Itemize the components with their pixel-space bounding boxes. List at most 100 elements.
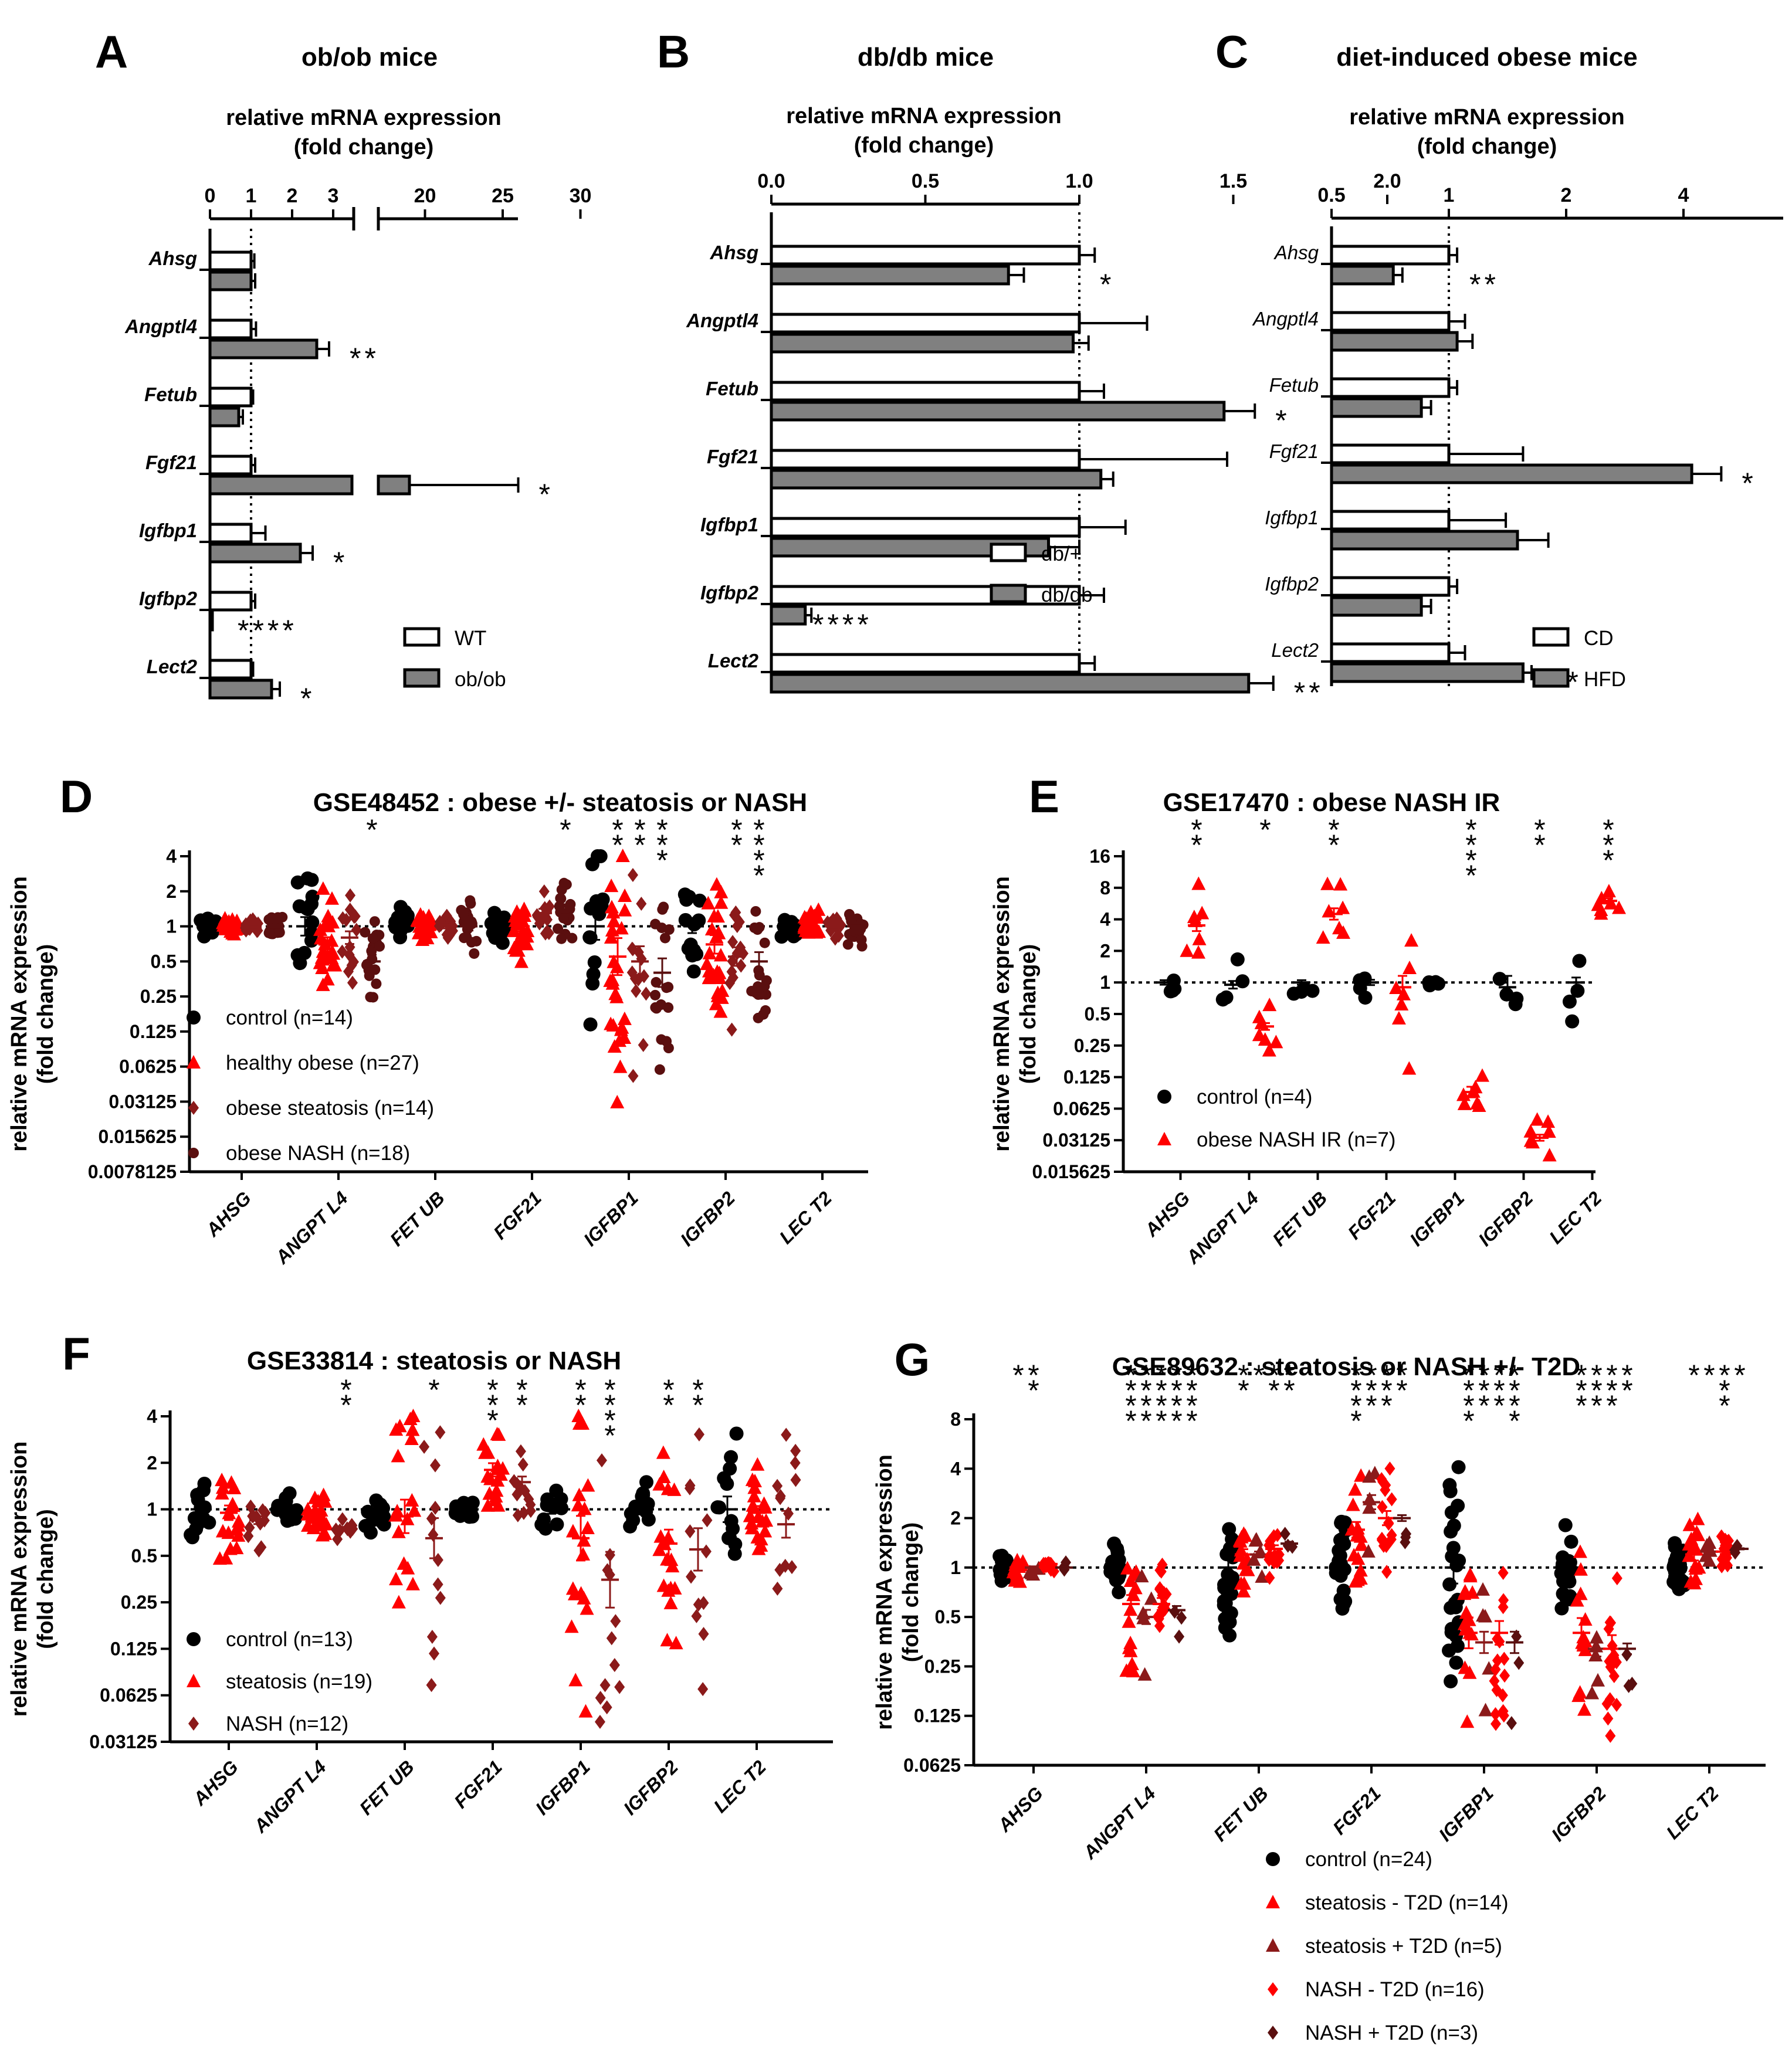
panel-g-y-tick-label: 1	[950, 1557, 961, 1578]
panel-c-gene-label: Lect2	[1271, 639, 1319, 661]
panel-f-point-triangle	[407, 1503, 422, 1517]
panel-a-bar-wt	[208, 455, 253, 476]
panel-g-significance-stars: ****	[1156, 1359, 1167, 1437]
panel-g-point-triangle	[1008, 1573, 1022, 1587]
panel-f-point-circle	[358, 1519, 373, 1534]
panel-d-point-circle	[388, 917, 403, 932]
panel-e-y-tick-label: 0.015625	[1032, 1161, 1110, 1182]
panel-g-legend-marker	[1268, 1982, 1278, 1996]
panel-f-point-triangle	[406, 1409, 421, 1422]
panel-f-point-triangle	[318, 1526, 333, 1540]
panel-a-x-tick-label: 25	[492, 185, 514, 207]
panel-g-point-diamond	[1605, 1660, 1616, 1674]
panel-g-point-triangle	[1591, 1673, 1605, 1687]
panel-d-point-diamond	[337, 944, 348, 959]
panel-g-point-circle	[1333, 1533, 1348, 1548]
panel-g-point-diamond	[1381, 1539, 1392, 1554]
panel-e-y-axis-title-line1: relative mRNA expression	[990, 876, 1014, 1152]
panel-f-point-triangle	[575, 1416, 590, 1430]
panel-f-point-triangle	[572, 1487, 587, 1501]
panel-f-point-triangle	[480, 1469, 495, 1483]
panel-e-y-tick-label: 0.125	[1063, 1067, 1110, 1088]
panel-g-letter: G	[895, 1334, 930, 1385]
panel-d-point-dot	[759, 981, 770, 992]
panel-f-point-diamond	[426, 1678, 437, 1693]
panel-g-y-tick-label: 0.125	[914, 1705, 961, 1727]
panel-e-y-tick-label: 0.5	[1085, 1003, 1110, 1025]
panel-d-point-dot	[371, 978, 382, 989]
panel-g-point-circle	[1112, 1585, 1126, 1599]
panel-g-point-circle	[1444, 1674, 1458, 1688]
panel-g-point-triangle	[1573, 1544, 1587, 1558]
panel-e-point-circle	[1358, 991, 1373, 1005]
panel-g-point-diamond	[1611, 1571, 1622, 1586]
panel-f-point-diamond	[512, 1508, 523, 1522]
panel-c-bar-cd	[1330, 576, 1451, 597]
panel-d-point-dot	[369, 916, 380, 927]
panel-a-gene-label: Angptl4	[124, 316, 197, 337]
panel-d-point-dot	[365, 992, 376, 1003]
panel-g-point-triangle	[1348, 1482, 1363, 1496]
panel-f-point-diamond	[595, 1691, 606, 1705]
panel-d-point-dot	[759, 937, 770, 948]
panel-c-x-tick-label: 0.5	[1317, 184, 1345, 206]
panel-f-point-diamond	[432, 1577, 443, 1592]
panel-d-significance-stars: ***	[656, 813, 668, 877]
panel-e-significance-stars: **	[1328, 813, 1339, 862]
panel-b-gene-label: Fgf21	[707, 446, 758, 467]
panel-d-legend-label: healthy obese (n=27)	[226, 1052, 419, 1074]
panel-d-point-dot	[556, 933, 567, 944]
panel-g-point-triangle	[1248, 1533, 1263, 1547]
panel-d-point-triangle	[326, 958, 340, 972]
panel-f-point-diamond	[428, 1646, 439, 1661]
panel-a-significance-stars: *	[300, 682, 315, 715]
panel-b-x-tick-label: 0.0	[757, 170, 785, 192]
panel-e-point-triangle	[1404, 933, 1419, 947]
panel-d-point-dot	[658, 901, 669, 913]
panel-g-point-diamond	[1492, 1653, 1503, 1668]
panel-c-bar-cd	[1330, 642, 1451, 663]
panel-f-point-triangle	[480, 1498, 495, 1512]
panel-f-point-triangle	[215, 1480, 230, 1494]
panel-a-significance-stars: *	[539, 478, 554, 511]
panel-d-point-circle	[304, 925, 319, 940]
panel-d-point-circle	[305, 889, 320, 904]
panel-g-point-diamond	[1490, 1707, 1501, 1721]
panel-g-significance-stars: ***	[1381, 1359, 1392, 1422]
panel-g-significance-stars: **	[1283, 1359, 1295, 1407]
panel-c-bar-cd	[1330, 377, 1451, 398]
panel-d-point-circle	[677, 887, 692, 902]
panel-b-letter: B	[657, 26, 690, 77]
panel-f-legend-label: NASH (n=12)	[226, 1712, 348, 1735]
panel-f-point-circle	[623, 1519, 638, 1534]
panel-b-title: db/db mice	[858, 43, 994, 72]
panel-d-point-dot	[651, 1003, 662, 1014]
panel-a-bar-obob	[208, 406, 240, 428]
panel-d-point-dot	[654, 1064, 665, 1075]
panel-g-point-diamond	[1506, 1716, 1517, 1731]
panel-f-y-tick-label: 0.25	[121, 1592, 157, 1613]
panel-g-significance-stars: ****	[1186, 1359, 1197, 1437]
panel-e-point-triangle	[1591, 897, 1605, 911]
panel-g-point-diamond	[1491, 1683, 1502, 1697]
panel-g-point-circle	[1449, 1656, 1464, 1670]
panel-a-gene-label: Igfbp2	[139, 588, 198, 609]
panel-d-point-circle	[290, 875, 305, 890]
panel-f-point-diamond	[772, 1581, 783, 1596]
panel-c-bar-cd	[1330, 245, 1451, 266]
panel-g-point-triangle	[1573, 1685, 1587, 1699]
panel-d-point-circle	[583, 1017, 598, 1032]
panel-b-bar-db	[770, 517, 1081, 538]
panel-d-point-dot	[663, 924, 675, 935]
panel-d-point-circle	[201, 911, 215, 926]
panel-d-point-circle	[583, 930, 598, 945]
panel-g-point-triangle	[1459, 1605, 1473, 1619]
panel-a-gene-label: Fetub	[144, 384, 197, 405]
panel-g-point-triangle	[1255, 1569, 1269, 1583]
panel-f-point-diamond	[691, 1609, 702, 1623]
panel-g-point-diamond	[1604, 1692, 1615, 1707]
panel-d-legend-label: obese steatosis (n=14)	[226, 1097, 434, 1120]
panel-g-point-circle	[1221, 1606, 1236, 1621]
panel-a-bar-obob	[208, 542, 302, 564]
panel-f-y-tick-label: 0.0625	[100, 1685, 157, 1706]
